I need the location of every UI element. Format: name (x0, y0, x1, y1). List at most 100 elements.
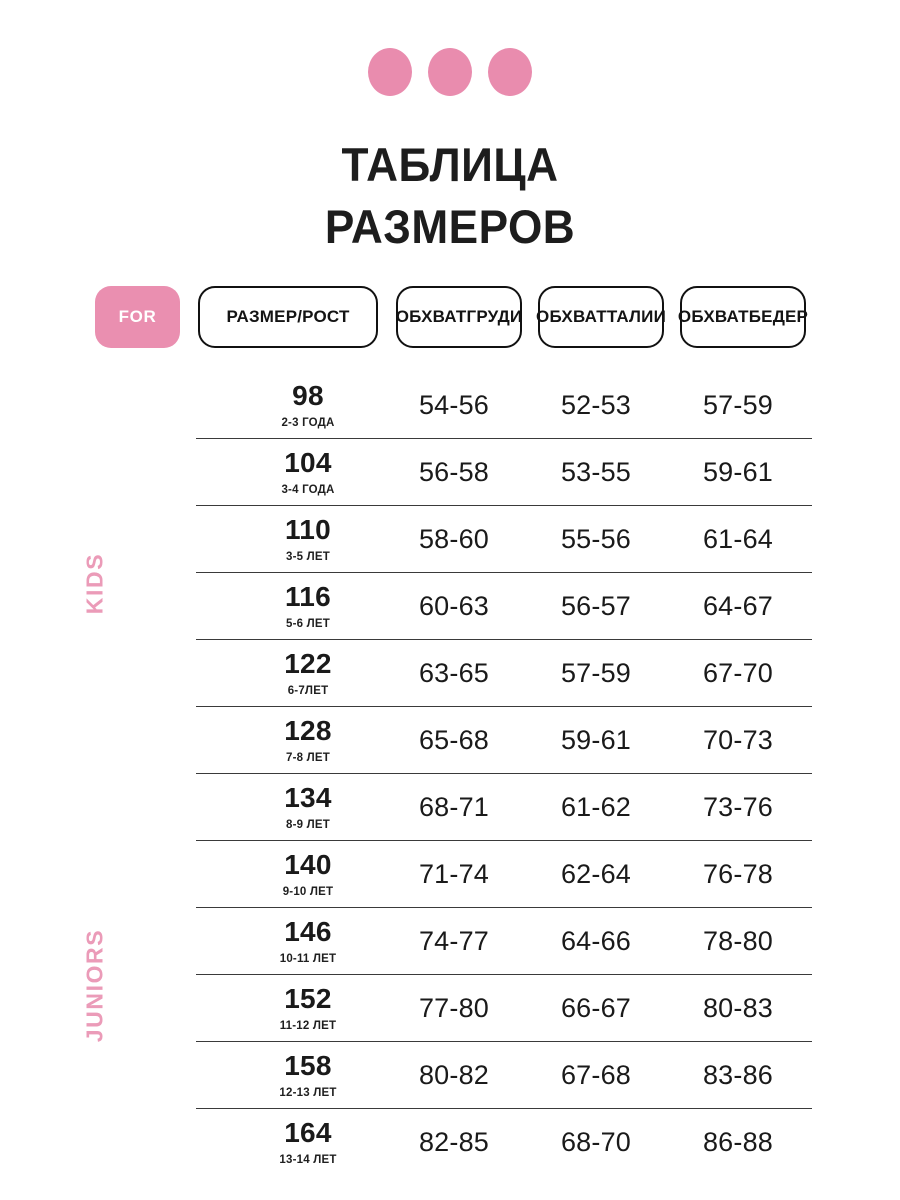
table-row: 152 11-12 ЛЕТ 77-80 66-67 80-83 (196, 975, 812, 1042)
cell-waist: 61-62 (538, 774, 654, 840)
cell-size-value: 158 (284, 1049, 332, 1081)
cell-hips-value: 59-61 (702, 456, 774, 487)
cell-chest-value: 80-82 (418, 1059, 490, 1090)
cell-size: 146 10-11 ЛЕТ (228, 908, 388, 974)
cell-chest-value: 74-77 (418, 925, 490, 956)
header-column-size: РАЗМЕР/РОСТ (198, 286, 378, 348)
cell-size: 152 11-12 ЛЕТ (228, 975, 388, 1041)
cell-hips: 61-64 (680, 506, 796, 572)
cell-chest: 58-60 (396, 506, 512, 572)
header-column-chest: ОБХВАТ ГРУДИ (396, 286, 522, 348)
page-title-line-1: ТАБЛИЦА (341, 138, 559, 191)
cell-chest-value: 77-80 (418, 992, 490, 1023)
cell-chest-value: 68-71 (418, 791, 490, 822)
header-for-label: FOR (118, 306, 157, 326)
cell-hips-value: 78-80 (702, 925, 774, 956)
cell-size-age: 7-8 ЛЕТ (286, 751, 330, 764)
cell-chest: 82-85 (396, 1109, 512, 1175)
cell-waist-value: 55-56 (560, 523, 632, 554)
table-row: 134 8-9 ЛЕТ 68-71 61-62 73-76 (196, 774, 812, 841)
cell-size-age: 12-13 ЛЕТ (279, 1086, 337, 1099)
cell-chest-value: 58-60 (418, 523, 490, 554)
cell-size-age: 13-14 ЛЕТ (279, 1153, 337, 1166)
page-title-line-2: РАЗМЕРОВ (324, 200, 576, 254)
header-column-hips-line-1: ОБХВАТ (677, 306, 749, 326)
header-column-waist-line-1: ОБХВАТ (536, 306, 607, 326)
cell-chest: 74-77 (396, 908, 512, 974)
cell-waist-value: 67-68 (560, 1059, 632, 1090)
cell-hips-value: 76-78 (702, 858, 774, 889)
cell-size-age: 8-9 ЛЕТ (286, 818, 330, 831)
table-row: 146 10-11 ЛЕТ 74-77 64-66 78-80 (196, 908, 812, 975)
cell-size-value: 98 (292, 379, 324, 411)
cell-size-age: 6-7ЛЕТ (287, 684, 329, 697)
cell-size: 110 3-5 ЛЕТ (228, 506, 388, 572)
header-column-chest-line-2: ГРУДИ (466, 306, 523, 326)
cell-waist-value: 53-55 (560, 456, 632, 487)
cell-waist: 57-59 (538, 640, 654, 706)
cell-chest-value: 63-65 (418, 657, 490, 688)
cell-chest: 54-56 (396, 372, 512, 438)
cell-chest: 71-74 (396, 841, 512, 907)
header-column-chest-line-1: ОБХВАТ (395, 306, 467, 326)
cell-size-value: 104 (284, 446, 332, 478)
cell-chest-value: 56-58 (418, 456, 490, 487)
group-label-juniors: JUNIORS (81, 928, 108, 1043)
cell-chest-value: 54-56 (418, 389, 490, 420)
cell-size: 122 6-7ЛЕТ (228, 640, 388, 706)
cell-chest-value: 71-74 (418, 858, 490, 889)
table-row: 164 13-14 ЛЕТ 82-85 68-70 86-88 (196, 1109, 812, 1175)
cell-hips: 70-73 (680, 707, 796, 773)
cell-size: 140 9-10 ЛЕТ (228, 841, 388, 907)
cell-hips: 76-78 (680, 841, 796, 907)
cell-hips-value: 57-59 (702, 389, 774, 420)
cell-waist-value: 68-70 (560, 1126, 632, 1157)
cell-hips-value: 86-88 (702, 1126, 774, 1157)
cell-chest: 65-68 (396, 707, 512, 773)
cell-hips: 83-86 (680, 1042, 796, 1108)
group-label-kids: KIDS (81, 552, 108, 615)
cell-size-age: 3-5 ЛЕТ (286, 550, 330, 563)
cell-size-value: 110 (284, 513, 332, 545)
cell-size-age: 5-6 ЛЕТ (286, 617, 330, 630)
dot-icon (368, 48, 412, 96)
cell-size: 116 5-6 ЛЕТ (228, 573, 388, 639)
cell-hips-value: 61-64 (702, 523, 774, 554)
cell-waist-value: 59-61 (560, 724, 632, 755)
cell-hips: 78-80 (680, 908, 796, 974)
cell-size-value: 146 (284, 915, 332, 947)
cell-chest: 77-80 (396, 975, 512, 1041)
cell-size-age: 10-11 ЛЕТ (279, 952, 337, 965)
table-header: FOR РАЗМЕР/РОСТ ОБХВАТ ГРУДИ ОБХВАТ ТАЛИ… (0, 286, 900, 350)
cell-size-value: 140 (284, 848, 332, 880)
header-column-waist: ОБХВАТ ТАЛИИ (536, 286, 666, 348)
cell-waist: 66-67 (538, 975, 654, 1041)
header-for-badge: FOR (95, 286, 180, 348)
cell-size: 158 12-13 ЛЕТ (228, 1042, 388, 1108)
cell-size-value: 164 (284, 1116, 332, 1148)
cell-waist-value: 52-53 (560, 389, 632, 420)
cell-size: 128 7-8 ЛЕТ (228, 707, 388, 773)
cell-hips: 86-88 (680, 1109, 796, 1175)
cell-chest-value: 82-85 (418, 1126, 490, 1157)
cell-hips-value: 83-86 (702, 1059, 774, 1090)
header-column-hips: ОБХВАТ БЕДЕР (677, 286, 809, 348)
cell-waist: 62-64 (538, 841, 654, 907)
cell-waist-value: 61-62 (560, 791, 632, 822)
cell-waist: 52-53 (538, 372, 654, 438)
page-title: ТАБЛИЦА РАЗМЕРОВ (0, 134, 900, 258)
cell-chest-value: 60-63 (418, 590, 490, 621)
cell-chest: 68-71 (396, 774, 512, 840)
cell-size: 98 2-3 ГОДА (228, 372, 388, 438)
cell-hips-value: 80-83 (702, 992, 774, 1023)
table-row: 122 6-7ЛЕТ 63-65 57-59 67-70 (196, 640, 812, 707)
decorative-dots (0, 48, 900, 96)
cell-chest: 60-63 (396, 573, 512, 639)
cell-waist: 55-56 (538, 506, 654, 572)
cell-hips: 80-83 (680, 975, 796, 1041)
cell-waist-value: 62-64 (560, 858, 632, 889)
cell-waist: 53-55 (538, 439, 654, 505)
dot-icon (488, 48, 532, 96)
table-row: 110 3-5 ЛЕТ 58-60 55-56 61-64 (196, 506, 812, 573)
header-column-hips-line-2: БЕДЕР (748, 306, 809, 326)
